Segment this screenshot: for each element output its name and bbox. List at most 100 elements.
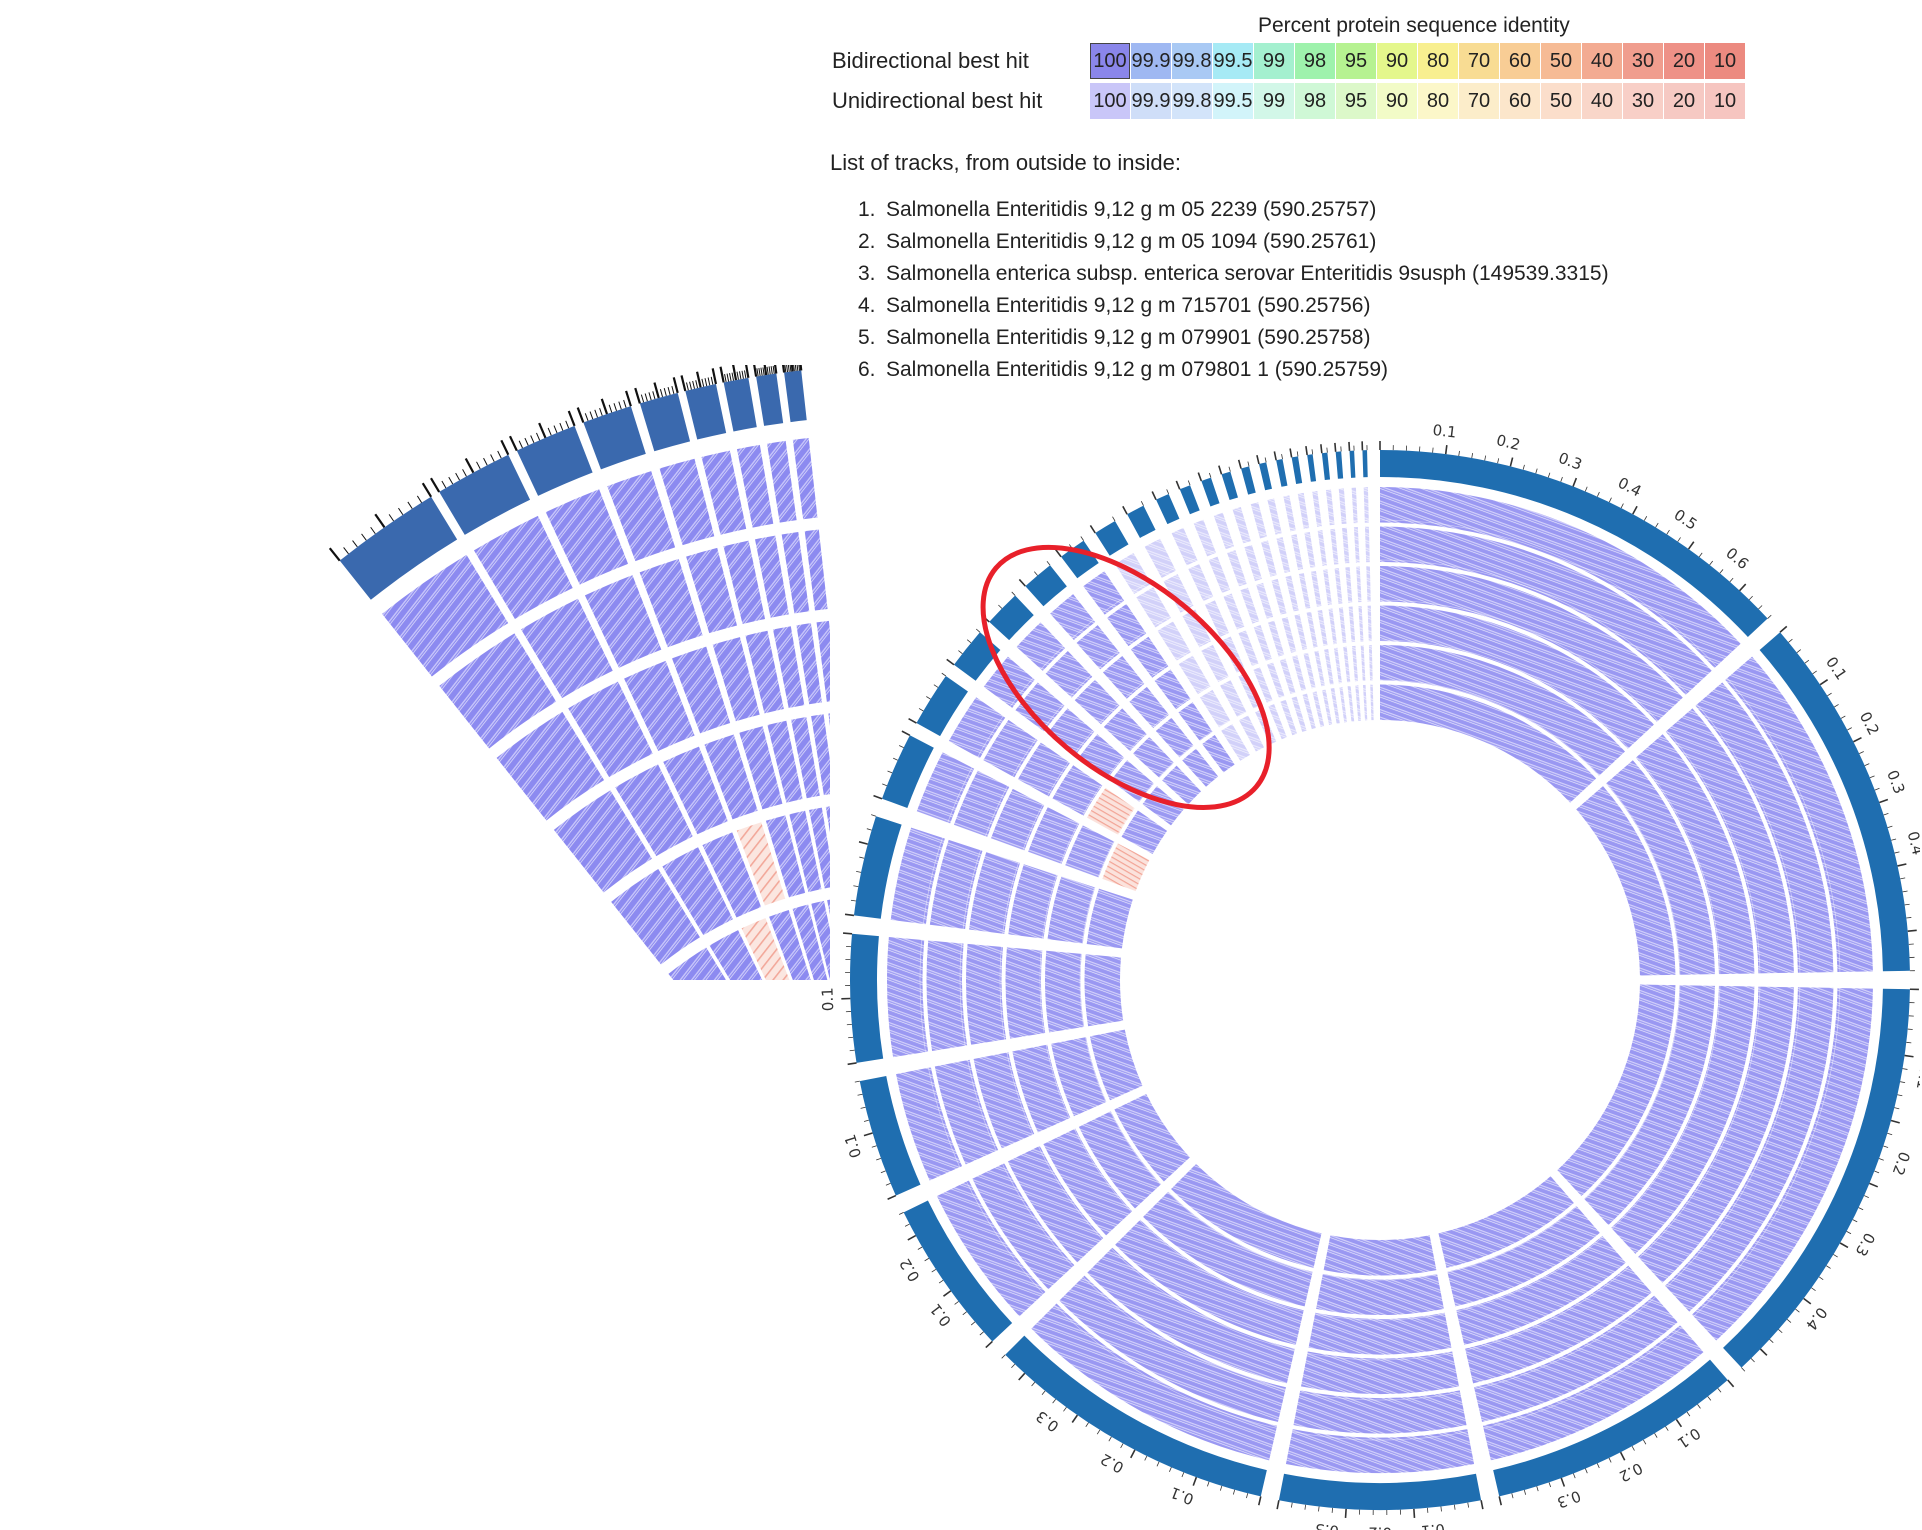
- zoom-ring-tick: [704, 378, 708, 387]
- ring-tick: [1655, 522, 1659, 528]
- zoom-ring-tick: [476, 461, 481, 470]
- identity-track-1: [1083, 571, 1125, 615]
- ring-tick: [1054, 549, 1062, 558]
- identity-track-6: [1302, 693, 1316, 730]
- ring-tick: [1864, 1195, 1869, 1198]
- identity-track-1: [936, 1180, 1046, 1317]
- track-list: 1. Salmonella Enteritidis 9,12 g m 05 223…: [830, 194, 1830, 386]
- ring-tick: [931, 1268, 937, 1273]
- grid-ring: [1079, 679, 1681, 1281]
- identity-track-3: [1366, 566, 1371, 602]
- zoom-contig: [430, 439, 763, 980]
- identity-track-2: [1317, 530, 1327, 566]
- track-name: Salmonella Enteritidis 9,12 g m 079801 1…: [886, 358, 1388, 381]
- zoom-identity-track: [639, 558, 703, 648]
- legend-cell: 20: [1664, 43, 1704, 79]
- highlight-ellipse: [980, 544, 1272, 810]
- zoom-identity-track: [827, 899, 830, 915]
- legend-cell: 99.5: [1213, 43, 1253, 79]
- ring-tick: [849, 1049, 855, 1052]
- ring-tick: [1826, 1265, 1831, 1269]
- ring-tick: [1795, 1308, 1800, 1313]
- ring-tick: [1819, 679, 1829, 686]
- contig-20: [1175, 480, 1287, 740]
- tick-label: 0.2: [1097, 1450, 1127, 1477]
- zoom-ring-tick: [448, 476, 454, 485]
- zoom-ring-tick: [726, 373, 730, 382]
- zoom-ring-tick: [763, 365, 768, 376]
- zoom-ring-tick: [790, 365, 794, 372]
- zoom-ring-tick: [653, 382, 660, 399]
- ring-tick: [1707, 1396, 1712, 1401]
- identity-track-3: [1345, 567, 1353, 603]
- identity-track-6: [1268, 704, 1287, 740]
- tick-label: 0.1: [1913, 1065, 1920, 1092]
- identity-track-2: [983, 719, 1038, 778]
- identity-track-4: [1154, 669, 1191, 710]
- contig-29: [1334, 442, 1361, 721]
- identity-track-5: [1606, 760, 1715, 975]
- zoom-ring-tick: [538, 422, 547, 439]
- identity-track-6: [1238, 715, 1264, 752]
- zoom-identity-track: [766, 440, 797, 523]
- zoom-identity-track: [709, 930, 763, 980]
- identity-track-2: [934, 1059, 999, 1165]
- ring-tick: [1804, 659, 1810, 664]
- legend-cell: 10: [1705, 83, 1745, 119]
- contig-15: [1018, 561, 1219, 787]
- identity-track-1: [1285, 1429, 1475, 1473]
- ring-tick: [1169, 1467, 1172, 1472]
- ring-tick: [941, 672, 947, 677]
- legend-cell: 99.9: [1131, 43, 1171, 79]
- legend-cell: 98: [1295, 43, 1335, 79]
- identity-track-2: [1163, 574, 1194, 613]
- track-item: 2. Salmonella Enteritidis 9,12 g m 05 109…: [858, 226, 1830, 258]
- tick-label: 0.2: [1616, 1459, 1645, 1486]
- identity-track-6: [1355, 685, 1361, 721]
- track-item: 5. Salmonella Enteritidis 9,12 g m 079901…: [858, 322, 1830, 354]
- contig-ring: [1095, 521, 1129, 556]
- identity-track-6: [1162, 765, 1202, 805]
- zoom-identity-track: [496, 711, 605, 821]
- legend-cell: 30: [1623, 43, 1663, 79]
- identity-track-6: [1171, 1163, 1322, 1268]
- identity-track-6: [1102, 843, 1150, 892]
- identity-track-4: [1268, 620, 1285, 657]
- identity-track-4: [1348, 606, 1356, 643]
- zoom-ring-tick: [724, 374, 727, 383]
- ring-tick: [907, 1234, 917, 1241]
- zoom-ring-tick: [766, 366, 769, 375]
- identity-track-4: [1380, 605, 1654, 749]
- zoom-ring-tick: [695, 371, 702, 388]
- contig-ring: [1201, 477, 1220, 507]
- ring-tick: [1675, 1418, 1683, 1428]
- grid-ring: [999, 599, 1761, 1361]
- ring-tick: [1698, 552, 1703, 558]
- contig-17: [1089, 516, 1250, 761]
- identity-track-1: [1016, 622, 1066, 671]
- zoom-identity-track: [804, 529, 828, 611]
- identity-track-2: [1076, 625, 1120, 670]
- identity-track-4: [1178, 655, 1211, 695]
- zoom-ring-tick: [732, 365, 738, 381]
- zoom-ring-tick: [736, 371, 739, 380]
- ring-tick: [904, 1223, 910, 1227]
- contig-28: [1320, 444, 1355, 722]
- ring-tick: [847, 1062, 857, 1066]
- zoom-contig-ring: [723, 377, 757, 432]
- tick-label: 0.4: [1802, 1304, 1831, 1334]
- identity-track-3: [1323, 569, 1332, 606]
- ring-tick: [880, 1170, 886, 1174]
- identity-track-1: [887, 937, 929, 1058]
- zoom-ring-tick: [758, 367, 761, 377]
- ring-tick: [1480, 1500, 1484, 1510]
- identity-track-5: [1110, 760, 1154, 802]
- zoom-ring-tick: [753, 365, 758, 377]
- identity-track-3: [969, 852, 1021, 934]
- ring-tick: [1560, 476, 1563, 482]
- identity-track-6: [1114, 1093, 1190, 1182]
- grid-ring: [959, 559, 1801, 1401]
- ring-tick: [1608, 497, 1612, 503]
- zoom-identity-track: [672, 646, 731, 734]
- tick-label: 0.5: [1917, 893, 1920, 919]
